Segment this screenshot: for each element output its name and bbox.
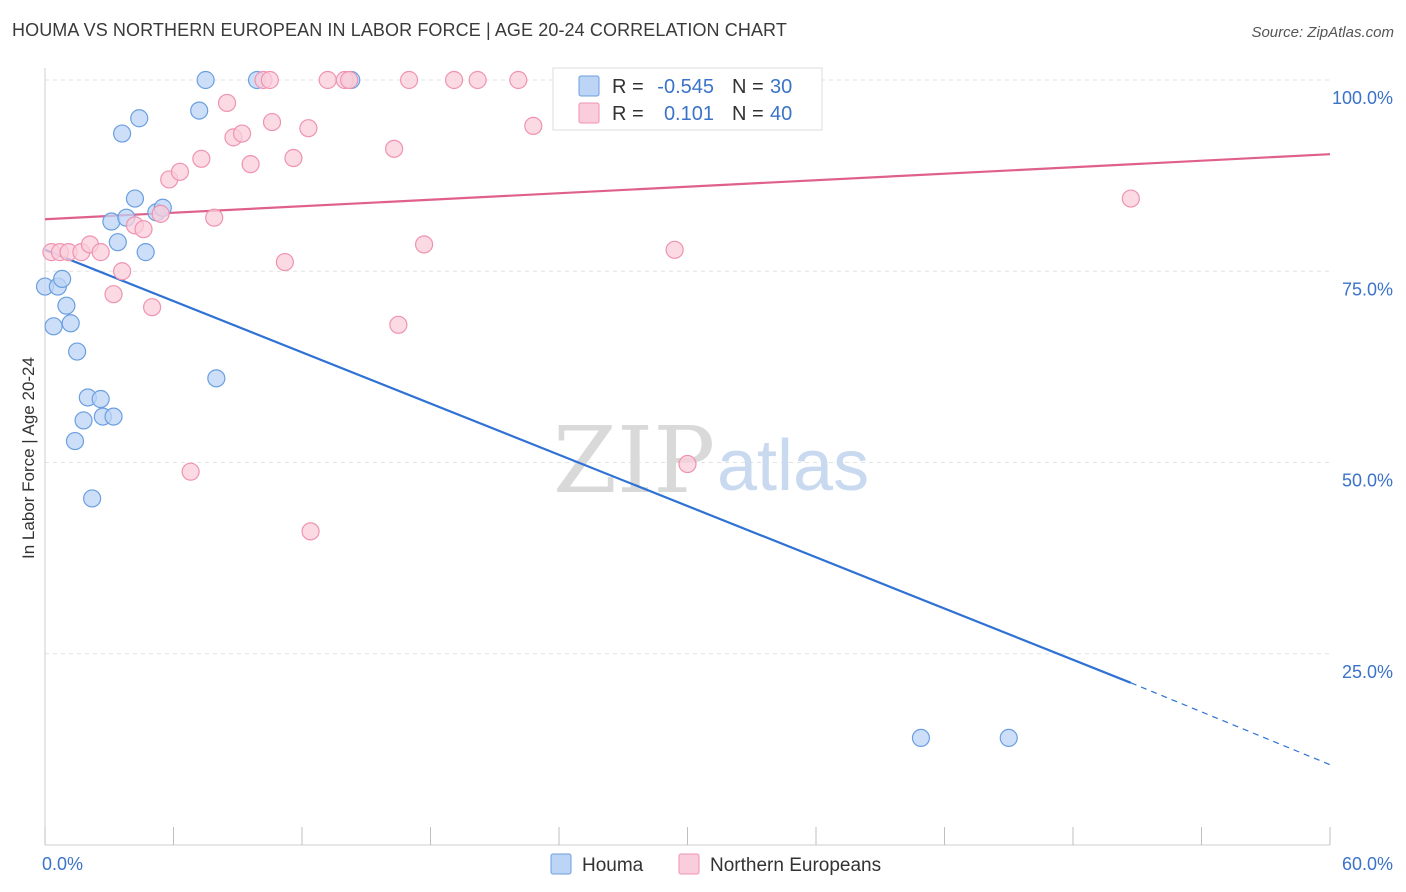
northern-europeans-point [301,522,320,541]
y-tick-label: 25.0% [1342,662,1393,682]
series-legend: Houma Northern Europeans [550,853,881,876]
northern-europeans-point [444,70,464,90]
data-points [35,70,1140,748]
northern-europeans-point [389,315,408,334]
northern-europeans-point [112,262,132,281]
x-tick-label: 0.0% [42,854,83,874]
northern-europeans-point [217,93,237,113]
legend-n-value-houma: 30 [770,76,792,98]
northern-europeans-point [104,285,123,304]
trendline-northern-europeans [44,153,1331,221]
legend-r-label: R = [612,103,644,125]
northern-europeans-point [170,162,190,181]
x-tick-label: 60.0% [1342,854,1393,874]
houma-point [108,233,127,252]
northern-europeans-point [284,148,303,168]
legend-swatch-northern-europeans [578,102,600,124]
houma-point [104,407,123,426]
northern-europeans-point [91,243,110,262]
houma-point [196,70,215,90]
houma-point [102,212,121,231]
northern-europeans-point [232,124,252,143]
northern-europeans-point [340,70,359,90]
legend-swatch-houma [578,75,600,97]
y-tick-label: 50.0% [1342,471,1393,491]
northern-europeans-point [299,119,318,138]
houma-point [125,189,145,208]
y-tick-label: 75.0% [1342,279,1393,299]
series-legend-swatch-houma [550,853,572,875]
series-legend-swatch-northern-europeans [678,853,700,875]
trendline-houma [44,248,1132,684]
northern-europeans-point [260,70,279,90]
houma-point [65,431,85,451]
houma-point [112,124,132,143]
trendlines [44,153,1331,766]
northern-europeans-point [262,112,282,132]
source-credit: Source: ZipAtlas.com [1251,24,1394,41]
northern-europeans-point [509,70,528,90]
houma-point [57,296,76,315]
northern-europeans-point [241,155,260,174]
northern-europeans-point [468,70,487,90]
x-tick-labels: 0.0% 60.0% [42,854,1393,874]
houma-point [999,728,1018,748]
grid-lines [45,79,1330,655]
y-tick-label: 100.0% [1332,88,1393,108]
northern-europeans-point [318,70,337,90]
trendline-houma-extension [1130,682,1331,766]
houma-point [74,411,93,430]
houma-point [136,243,155,262]
northern-europeans-point [275,252,294,272]
watermark-atlas: atlas [717,426,869,506]
series-legend-label-houma: Houma [582,855,644,876]
northern-europeans-point [151,204,170,223]
northern-europeans-point [524,116,543,136]
northern-europeans-point [134,220,153,239]
y-axis-label: In Labor Force | Age 20-24 [19,357,38,559]
houma-point [190,101,209,120]
legend-n-label: N = [732,76,764,98]
y-tick-labels: 25.0% 50.0% 75.0% 100.0% [1332,88,1393,682]
houma-point [911,728,931,748]
houma-point [61,314,80,333]
houma-point [91,389,110,409]
houma-point [68,342,87,361]
legend-r-value-northern-europeans: 0.101 [664,103,714,125]
northern-europeans-point [384,139,404,158]
northern-europeans-point [678,454,697,474]
correlation-legend: R = -0.545 N = 30 R = 0.101 N = 40 [552,67,823,131]
legend-n-value-northern-europeans: 40 [770,103,792,125]
houma-point [44,317,63,336]
legend-n-label: N = [732,103,764,125]
houma-point [207,369,226,388]
series-legend-label-northern-europeans: Northern Europeans [710,855,881,876]
houma-point [83,489,102,508]
houma-point [53,269,72,288]
legend-r-value-houma: -0.545 [657,76,714,98]
northern-europeans-point [665,240,684,259]
northern-europeans-point [192,149,211,168]
legend-r-label: R = [612,76,644,98]
axes [44,68,1331,846]
houma-point [130,109,149,128]
chart-title: HOUMA VS NORTHERN EUROPEAN IN LABOR FORC… [12,20,787,40]
northern-europeans-point [205,208,224,227]
northern-europeans-point [1121,189,1140,208]
northern-europeans-point [399,70,419,90]
northern-europeans-point [414,235,434,254]
northern-europeans-point [181,462,200,481]
northern-europeans-point [142,298,162,317]
